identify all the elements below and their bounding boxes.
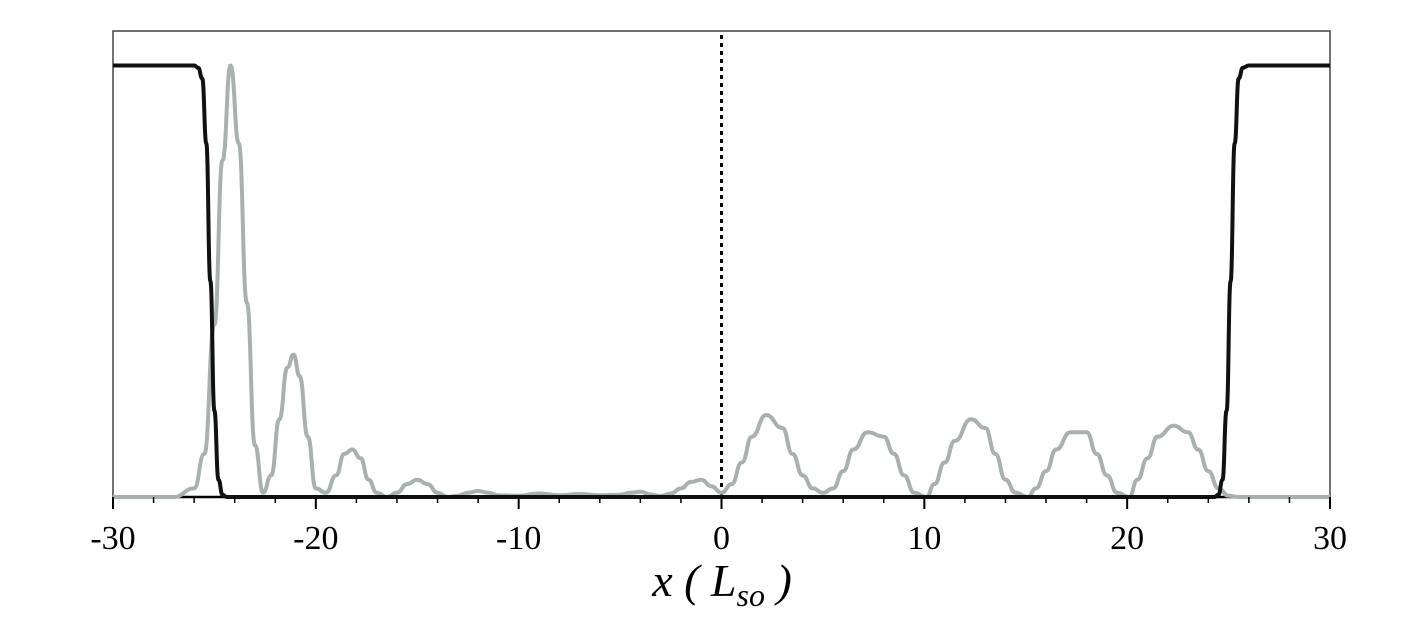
x-axis-title-close: ) bbox=[765, 555, 792, 606]
x-tick-label: -30 bbox=[90, 520, 135, 557]
x-axis-title: x ( Lso ) bbox=[651, 555, 792, 613]
series-line-1 bbox=[113, 63, 1331, 500]
series-line-0 bbox=[113, 63, 1330, 500]
x-tick-label: 0 bbox=[713, 520, 730, 557]
x-tick-label: -10 bbox=[496, 520, 541, 557]
x-tick-label: -20 bbox=[293, 520, 338, 557]
plot-area bbox=[112, 30, 1331, 500]
x-axis-title-main: x ( L bbox=[651, 555, 736, 606]
x-tick-label: 10 bbox=[907, 520, 941, 557]
x-ticks: -30 -20 -10 0 10 20 30 bbox=[90, 497, 1347, 557]
x-tick-label: 20 bbox=[1110, 520, 1144, 557]
x-axis-title-subscript: so bbox=[737, 577, 765, 613]
x-tick-label: 30 bbox=[1313, 520, 1347, 557]
series-group bbox=[113, 63, 1331, 500]
